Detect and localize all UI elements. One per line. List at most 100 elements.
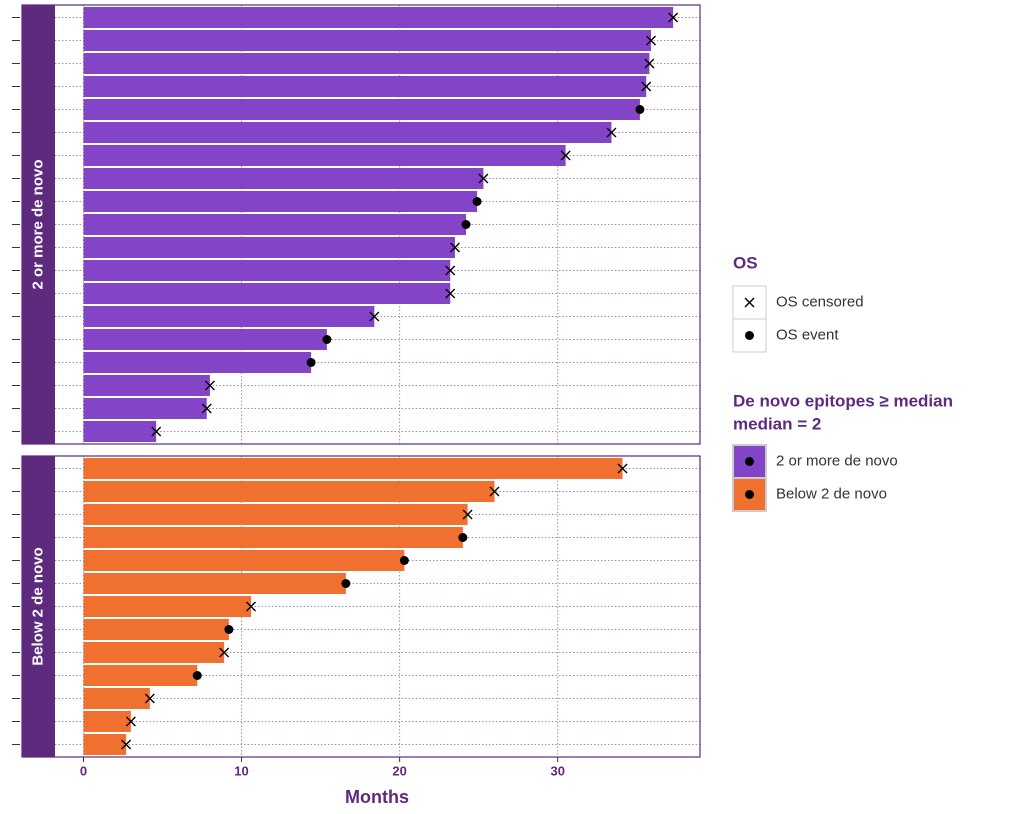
bar [83, 550, 405, 571]
bar [83, 260, 451, 281]
censor-marker [668, 12, 679, 23]
censor-marker [201, 403, 212, 414]
censor-stroke [560, 150, 571, 161]
x-tick-label: 20 [392, 763, 406, 778]
facet-strip [22, 456, 55, 757]
legend-label: OS censored [776, 293, 864, 310]
censor-stroke [445, 265, 456, 276]
bar [83, 688, 150, 709]
censor-marker [560, 150, 571, 161]
censor-stroke [144, 693, 155, 704]
event-marker [635, 105, 645, 114]
censor-stroke [617, 463, 628, 474]
bar [83, 53, 650, 74]
bar [83, 573, 346, 594]
censor-stroke [462, 509, 473, 520]
bar [83, 7, 674, 28]
censor-stroke [744, 297, 755, 308]
bar [83, 76, 647, 97]
legend-dot [745, 490, 754, 499]
x-tick-label: 10 [234, 763, 248, 778]
legend-title: median = 2 [733, 414, 821, 433]
legend-title: De novo epitopes ≥ median [733, 391, 953, 410]
bar [83, 145, 566, 166]
event-marker [224, 625, 234, 634]
event-marker [458, 533, 468, 542]
event-marker [192, 671, 202, 680]
event-marker [322, 335, 332, 344]
bar [83, 30, 651, 51]
censor-stroke [489, 486, 500, 497]
legend-label: 2 or more de novo [776, 452, 898, 469]
censor-stroke [445, 288, 456, 299]
legend-label: OS event [776, 326, 839, 343]
event-marker [306, 358, 316, 367]
bar [83, 122, 612, 143]
censor-stroke [478, 173, 489, 184]
bar [83, 642, 225, 663]
censor-stroke [369, 311, 380, 322]
bar [83, 168, 484, 189]
censor-marker [144, 693, 155, 704]
censor-stroke [449, 242, 460, 253]
panel-border [21, 4, 701, 445]
bar [83, 421, 157, 442]
censor-marker [489, 486, 500, 497]
censor-stroke [219, 647, 230, 658]
event-marker [341, 579, 351, 588]
censor-marker [219, 647, 230, 658]
bar [83, 191, 478, 212]
censor-stroke [668, 12, 679, 23]
bar [83, 237, 455, 258]
bar [83, 375, 210, 396]
facet-label: 2 or more de novo [29, 159, 46, 289]
censor-marker [151, 426, 162, 437]
bar [83, 214, 467, 235]
facet-strip [22, 5, 55, 444]
legend-title: OS [733, 253, 758, 272]
bar [83, 596, 252, 617]
panel-border [21, 455, 701, 758]
facet-label: Below 2 de novo [29, 547, 46, 665]
bar [83, 398, 207, 419]
censor-marker [445, 288, 456, 299]
x-tick-label: 30 [550, 763, 564, 778]
bar [83, 458, 623, 479]
censor-marker [125, 716, 136, 727]
legend-label: Below 2 de novo [776, 485, 887, 502]
bar [83, 352, 312, 373]
censor-marker [246, 601, 257, 612]
bar [83, 711, 131, 732]
bar [83, 99, 640, 120]
bar [83, 283, 451, 304]
censor-marker [462, 509, 473, 520]
censor-stroke [246, 601, 257, 612]
event-marker [745, 331, 754, 340]
censor-marker [645, 35, 656, 46]
bar [83, 481, 495, 502]
censor-marker [744, 297, 755, 308]
x-axis-label: Months [345, 787, 409, 807]
censor-marker [617, 463, 628, 474]
bar [83, 306, 375, 327]
censor-stroke [641, 81, 652, 92]
censor-marker [445, 265, 456, 276]
bar [83, 504, 468, 525]
censor-stroke [204, 380, 215, 391]
censor-marker [478, 173, 489, 184]
bar [83, 329, 327, 350]
censor-marker [644, 58, 655, 69]
event-marker [461, 220, 471, 229]
censor-stroke [151, 426, 162, 437]
censor-marker [204, 380, 215, 391]
censor-stroke [645, 35, 656, 46]
x-tick-label: 0 [80, 763, 87, 778]
bar [83, 734, 127, 755]
censor-marker [606, 127, 617, 138]
censor-stroke [606, 127, 617, 138]
event-marker [472, 197, 482, 206]
legend-dot [745, 457, 754, 466]
bar [83, 527, 463, 548]
censor-stroke [644, 58, 655, 69]
